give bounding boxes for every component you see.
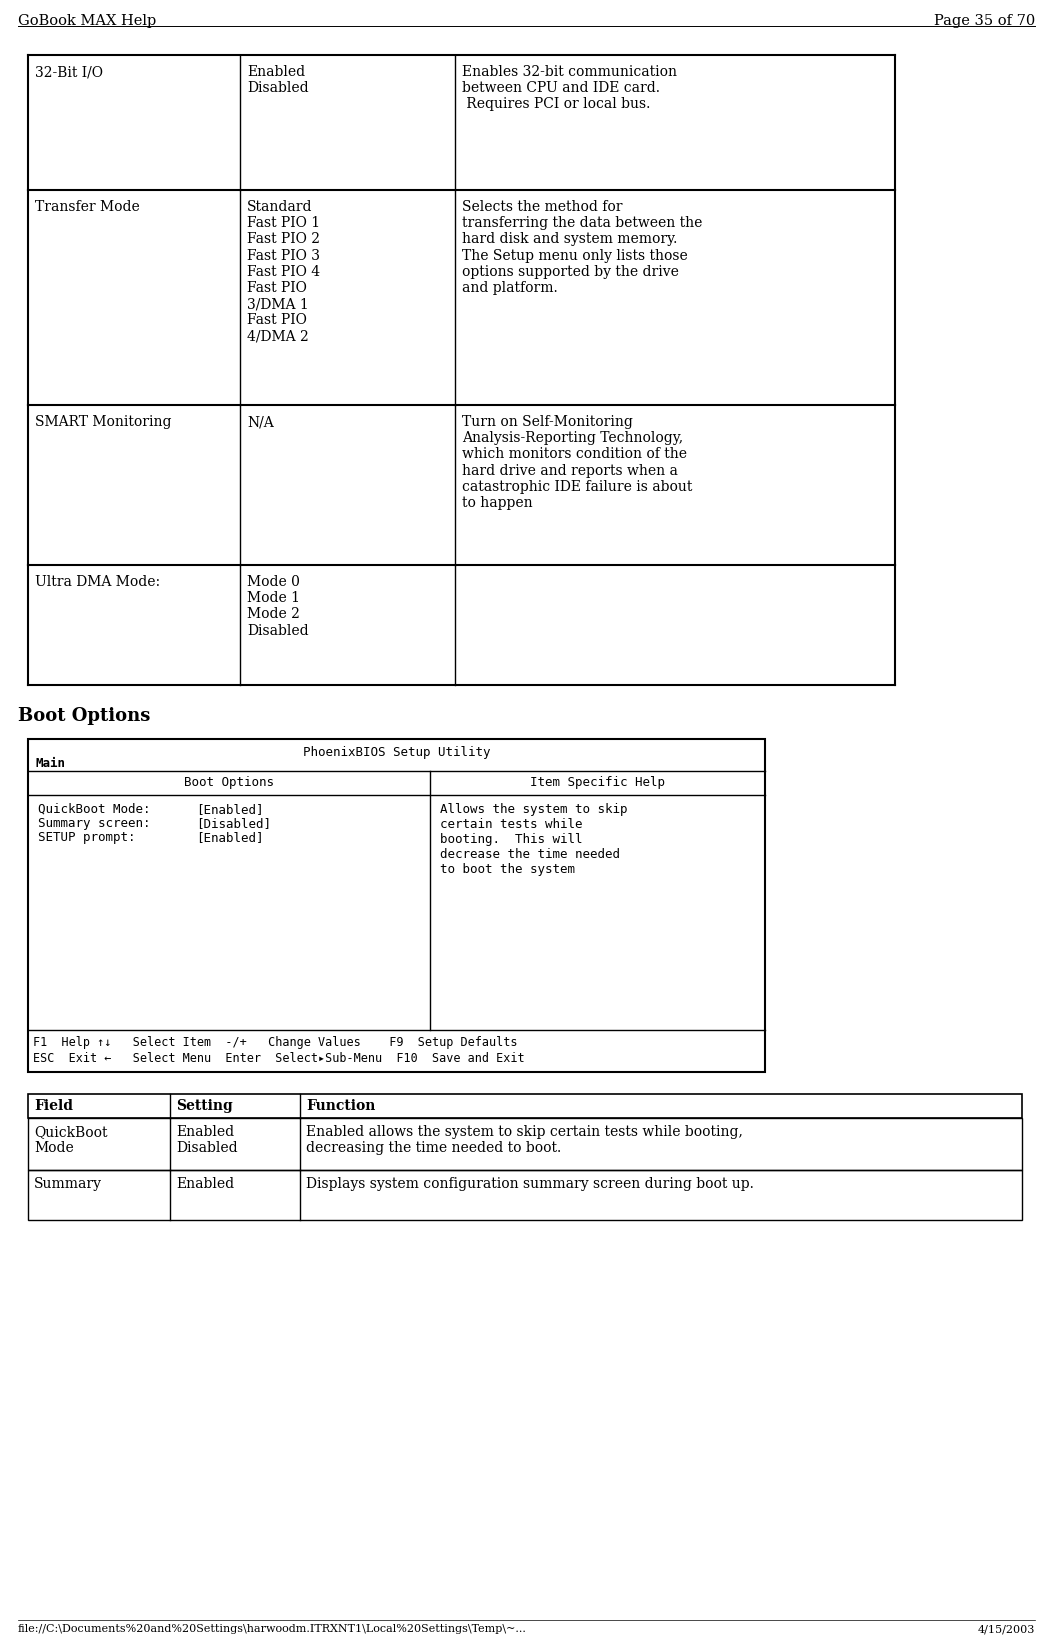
- Text: Enabled
Disabled: Enabled Disabled: [247, 66, 309, 95]
- Text: SMART Monitoring: SMART Monitoring: [35, 415, 171, 429]
- Text: Transfer Mode: Transfer Mode: [35, 200, 140, 213]
- Text: Enabled: Enabled: [176, 1177, 234, 1190]
- Text: Boot Options: Boot Options: [184, 777, 274, 790]
- Text: Standard
Fast PIO 1
Fast PIO 2
Fast PIO 3
Fast PIO 4
Fast PIO
3/DMA 1
Fast PIO
4: Standard Fast PIO 1 Fast PIO 2 Fast PIO …: [247, 200, 320, 343]
- Bar: [28, 739, 765, 1072]
- Text: SETUP prompt:: SETUP prompt:: [38, 831, 135, 844]
- Bar: [28, 1094, 1022, 1118]
- Text: Ultra DMA Mode:: Ultra DMA Mode:: [35, 575, 160, 589]
- Text: Field: Field: [34, 1098, 74, 1113]
- Text: [Disabled]: [Disabled]: [196, 818, 271, 829]
- Text: 32-Bit I/O: 32-Bit I/O: [35, 66, 103, 79]
- Text: 4/15/2003: 4/15/2003: [978, 1624, 1035, 1634]
- Text: Summary: Summary: [34, 1177, 102, 1190]
- Text: Setting: Setting: [176, 1098, 233, 1113]
- Text: Enabled allows the system to skip certain tests while booting,
decreasing the ti: Enabled allows the system to skip certai…: [306, 1125, 743, 1156]
- Text: QuickBoot Mode:: QuickBoot Mode:: [38, 803, 150, 816]
- Text: ESC  Exit ←   Select Menu  Enter  Select▸Sub-Menu  F10  Save and Exit: ESC Exit ← Select Menu Enter Select▸Sub-…: [33, 1053, 525, 1066]
- Text: Main: Main: [36, 757, 66, 770]
- Text: file://C:\Documents%20and%20Settings\harwoodm.ITRXNT1\Local%20Settings\Temp\~...: file://C:\Documents%20and%20Settings\har…: [18, 1624, 527, 1634]
- Text: Function: Function: [306, 1098, 376, 1113]
- Text: Enabled
Disabled: Enabled Disabled: [176, 1125, 237, 1156]
- Text: Boot Options: Boot Options: [18, 708, 150, 726]
- Text: GoBook MAX Help: GoBook MAX Help: [18, 15, 156, 28]
- Text: Allows the system to skip
certain tests while
booting.  This will
decrease the t: Allows the system to skip certain tests …: [440, 803, 628, 875]
- Text: Displays system configuration summary screen during boot up.: Displays system configuration summary sc…: [306, 1177, 754, 1190]
- Bar: [28, 1118, 1022, 1171]
- Text: F1  Help ↑↓   Select Item  -/+   Change Values    F9  Setup Defaults: F1 Help ↑↓ Select Item -/+ Change Values…: [33, 1036, 518, 1049]
- Text: Turn on Self-Monitoring
Analysis-Reporting Technology,
which monitors condition : Turn on Self-Monitoring Analysis-Reporti…: [462, 415, 692, 511]
- Text: PhoenixBIOS Setup Utility: PhoenixBIOS Setup Utility: [302, 745, 490, 759]
- Text: [Enabled]: [Enabled]: [196, 831, 264, 844]
- Text: Enables 32-bit communication
between CPU and IDE card.
 Requires PCI or local bu: Enables 32-bit communication between CPU…: [462, 66, 677, 112]
- Text: Item Specific Help: Item Specific Help: [530, 777, 665, 790]
- Text: N/A: N/A: [247, 415, 274, 429]
- Bar: [28, 1171, 1022, 1220]
- Text: Selects the method for
transferring the data between the
hard disk and system me: Selects the method for transferring the …: [462, 200, 702, 296]
- Text: Mode 0
Mode 1
Mode 2
Disabled: Mode 0 Mode 1 Mode 2 Disabled: [247, 575, 309, 637]
- Text: [Enabled]: [Enabled]: [196, 803, 264, 816]
- Text: QuickBoot
Mode: QuickBoot Mode: [34, 1125, 107, 1156]
- Text: Page 35 of 70: Page 35 of 70: [933, 15, 1035, 28]
- Text: Summary screen:: Summary screen:: [38, 818, 150, 829]
